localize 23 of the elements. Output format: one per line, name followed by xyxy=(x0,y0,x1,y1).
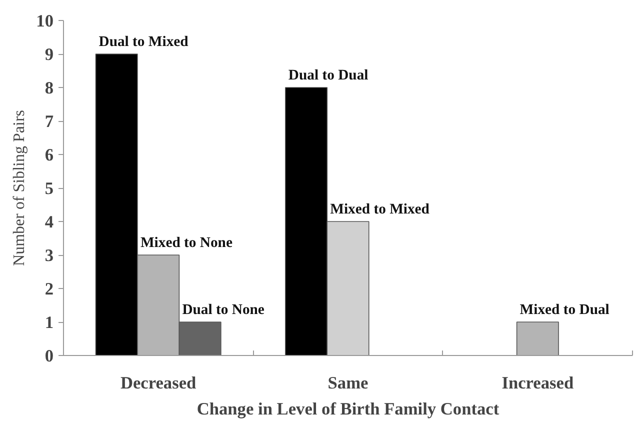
y-tick-label: 1 xyxy=(44,313,54,332)
y-tick-label: 4 xyxy=(44,212,54,232)
annotation: Mixed to Dual xyxy=(520,302,610,318)
x-tick-label: Same xyxy=(328,374,369,392)
y-tick-label: 0 xyxy=(44,346,54,366)
y-tick-label: 10 xyxy=(36,12,54,30)
x-tick-label: Increased xyxy=(502,374,574,392)
annotation: Mixed to None xyxy=(140,235,233,251)
y-tick-label: 7 xyxy=(44,112,54,131)
bar xyxy=(516,322,559,356)
y-axis-title: Number of Sibling Pairs xyxy=(11,110,28,266)
x-axis-title: Change in Level of Birth Family Contact xyxy=(196,400,500,418)
y-tick-label: 6 xyxy=(44,146,54,164)
annotation: Dual to None xyxy=(182,302,265,318)
x-tick-label: Decreased xyxy=(120,374,197,392)
y-tick-label: 8 xyxy=(44,78,54,98)
annotation: Mixed to Mixed xyxy=(330,202,430,218)
annotation: Dual to Dual xyxy=(288,68,368,84)
y-tick-label: 9 xyxy=(44,45,54,64)
y-tick-label: 3 xyxy=(44,246,54,265)
annotation: Dual to Mixed xyxy=(98,34,188,50)
y-tick-label: 2 xyxy=(44,280,54,298)
y-tick-label: 5 xyxy=(44,179,54,198)
